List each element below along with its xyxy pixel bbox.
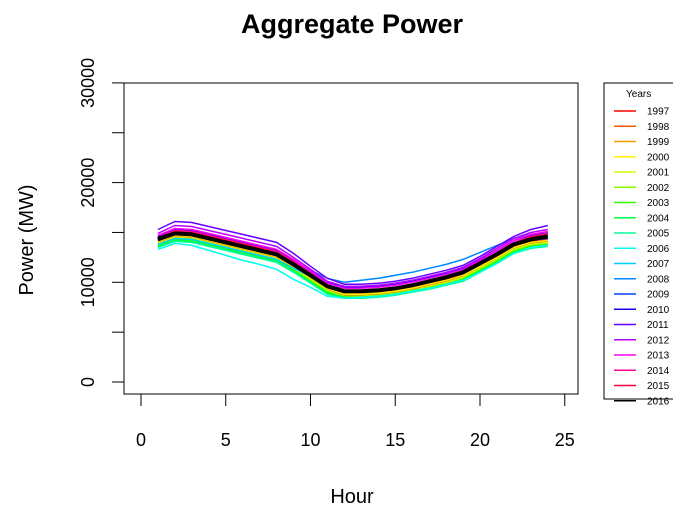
legend-label-2000: 2000 <box>647 152 670 163</box>
y-axis-label: Power (MW) <box>16 184 38 295</box>
x-tick-label-0: 0 <box>136 430 146 450</box>
legend-label-1999: 1999 <box>647 137 670 148</box>
chart-title: Aggregate Power <box>241 9 464 39</box>
legend-label-2001: 2001 <box>647 168 670 179</box>
legend-box <box>603 82 673 400</box>
x-axis-label: Hour <box>330 486 374 506</box>
legend-label-2015: 2015 <box>647 381 670 392</box>
legend-label-2012: 2012 <box>647 335 670 346</box>
legend-label-2007: 2007 <box>647 259 670 270</box>
legend-label-2003: 2003 <box>647 198 670 209</box>
axes: 0 5 10 15 20 25 0 10000 20000 30000 <box>78 58 575 450</box>
x-tick-label-1: 5 <box>221 430 231 450</box>
legend-label-2009: 2009 <box>647 290 670 301</box>
average-line <box>157 231 549 294</box>
legend-label-2002: 2002 <box>647 183 670 194</box>
series-lines <box>157 220 549 300</box>
legend-label-2008: 2008 <box>647 274 670 285</box>
y-tick-label-0: 0 <box>78 377 98 387</box>
legend-label-2014: 2014 <box>647 366 670 377</box>
series-line-1998 <box>157 235 548 297</box>
x-tick-label-5: 25 <box>555 430 575 450</box>
legend-label-2013: 2013 <box>647 351 670 362</box>
legend: Years 1997 1998 1999 2000 2001 2002 2003 2004 20… <box>603 82 673 407</box>
legend-label-2006: 2006 <box>647 244 670 255</box>
legend-label-2011: 2011 <box>647 320 669 331</box>
x-tick-label-4: 20 <box>470 430 490 450</box>
legend-label-1997: 1997 <box>647 107 670 118</box>
x-tick-label-2: 10 <box>300 430 320 450</box>
legend-label-2004: 2004 <box>647 213 670 224</box>
y-tick-label-3: 30000 <box>78 58 98 108</box>
series-line-2013 <box>157 227 548 290</box>
legend-label-2010: 2010 <box>647 305 670 316</box>
x-tick-label-3: 15 <box>385 430 405 450</box>
series-line-2006 <box>157 242 548 300</box>
legend-label-1998: 1998 <box>647 122 670 133</box>
legend-label-2005: 2005 <box>647 229 670 240</box>
y-tick-label-1: 10000 <box>78 257 98 307</box>
series-line-2012 <box>157 224 548 288</box>
y-tick-label-2: 20000 <box>78 158 98 208</box>
legend-label-2016: 2016 <box>647 396 670 407</box>
series-line-2011 <box>157 220 548 286</box>
legend-title: Years <box>626 89 651 100</box>
